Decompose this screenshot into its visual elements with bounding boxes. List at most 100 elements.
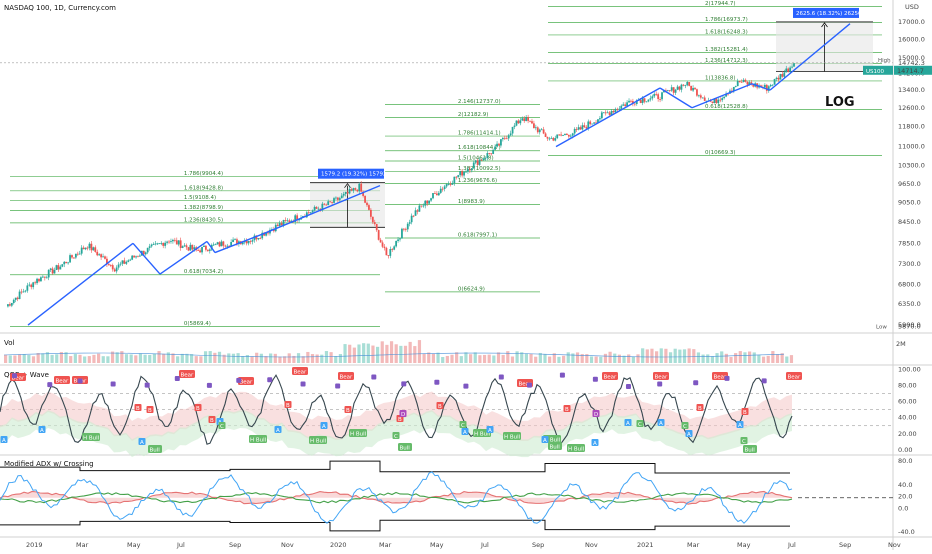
candle-body xyxy=(399,238,401,240)
candle-body xyxy=(61,264,64,267)
volume-bar xyxy=(631,356,635,363)
candle-body xyxy=(49,268,52,270)
volume-bar xyxy=(617,354,621,363)
candle-body xyxy=(723,96,726,99)
price-tick-label: 12600.0 xyxy=(898,104,925,112)
candle-body xyxy=(45,277,48,279)
candle-body xyxy=(501,137,504,140)
bear-tag xyxy=(238,377,254,385)
bull-tag xyxy=(148,445,162,453)
candle-body xyxy=(170,241,172,243)
candle-body xyxy=(511,126,514,134)
candle-body xyxy=(288,220,291,223)
candle-body xyxy=(443,186,446,189)
osc-band-red xyxy=(0,391,792,442)
bear-tag xyxy=(653,372,669,380)
a-tag-label: A xyxy=(687,432,691,438)
candle-body xyxy=(461,171,464,176)
hbull-tag xyxy=(309,436,327,444)
volume-bar xyxy=(575,352,580,363)
volume-bar xyxy=(534,356,538,363)
measure-label: 2625.6 (18.32%) 26256 xyxy=(796,11,862,17)
volume-bar xyxy=(124,354,129,363)
candle-body xyxy=(315,206,318,209)
volume-bar xyxy=(138,353,143,363)
candle-body xyxy=(14,297,17,300)
trend-line-segment xyxy=(691,83,753,109)
peak-marker xyxy=(47,382,53,388)
candle-body xyxy=(255,235,258,240)
price-tick-label: 5900.0 xyxy=(898,321,921,329)
volume-bar xyxy=(459,356,463,363)
candle-body xyxy=(385,247,388,256)
hbull-tag xyxy=(349,429,367,437)
volume-bar xyxy=(22,354,26,363)
candle-body xyxy=(505,138,508,140)
c-tag-label: C xyxy=(461,423,465,429)
candle-body xyxy=(22,291,25,293)
volume-bar xyxy=(710,356,714,363)
candle-body xyxy=(216,242,219,245)
trend-lines[interactable] xyxy=(27,23,851,326)
candle-body xyxy=(567,134,570,137)
trend-line-segment xyxy=(659,87,693,109)
volume-bar xyxy=(729,356,733,363)
hbull-tag-label: H Bull xyxy=(250,437,267,443)
a-tag-label: A xyxy=(659,421,663,427)
candle-body xyxy=(199,250,201,253)
time-tick-label: Sep xyxy=(532,541,544,549)
volume-bar xyxy=(213,352,217,363)
adx-green-line xyxy=(0,491,793,504)
volume-bar xyxy=(115,352,119,363)
candle-body xyxy=(208,249,211,251)
peak-marker xyxy=(401,381,407,387)
volume-bar xyxy=(650,348,654,363)
candle-body xyxy=(88,243,91,249)
fib-level-label: 2.146(12737.0) xyxy=(458,99,501,105)
candle-body xyxy=(181,246,184,248)
measure-label: 1579.2 (19.32%) 15792 xyxy=(321,172,387,178)
peak-marker xyxy=(761,378,767,384)
adx-lower-envelope xyxy=(0,519,790,532)
volume-bar xyxy=(185,353,189,363)
candle-body xyxy=(719,99,722,101)
candle-body xyxy=(100,254,103,258)
candle-body xyxy=(583,125,586,128)
fib-level-label: 1.382(8798.9) xyxy=(184,205,223,211)
volume-bar xyxy=(441,356,445,363)
time-tick-label: Jul xyxy=(787,541,796,549)
candle-body xyxy=(53,269,56,274)
candle-body xyxy=(218,242,221,247)
volume-bar xyxy=(766,355,770,363)
candle-body xyxy=(773,78,776,85)
a-tag xyxy=(0,436,8,443)
volume-bar xyxy=(487,354,491,363)
b-tag xyxy=(436,402,444,409)
candle-body xyxy=(556,134,559,139)
volume-bar xyxy=(417,340,422,363)
candle-body xyxy=(612,111,615,113)
candle-body xyxy=(587,121,590,129)
symbol-label: US100 xyxy=(866,69,885,75)
candle-body xyxy=(278,223,281,226)
candle-body xyxy=(593,122,595,124)
candle-body xyxy=(424,200,427,206)
candle-body xyxy=(746,81,749,85)
volume-bar xyxy=(255,352,259,363)
candle-body xyxy=(43,276,46,278)
volume-bar xyxy=(259,353,263,363)
bear-tag-label: Bear xyxy=(340,374,354,380)
candle-body xyxy=(348,189,351,194)
candle-body xyxy=(785,68,788,73)
volume-bar xyxy=(101,356,105,363)
hbull-tag xyxy=(249,435,267,443)
candle-body xyxy=(236,239,238,245)
candle-body xyxy=(515,120,518,126)
peak-marker xyxy=(174,375,180,381)
candle-body xyxy=(538,129,541,133)
candle-body xyxy=(459,171,462,176)
candle-body xyxy=(688,81,691,86)
candle-body xyxy=(474,160,477,163)
volume-bar xyxy=(362,343,366,363)
